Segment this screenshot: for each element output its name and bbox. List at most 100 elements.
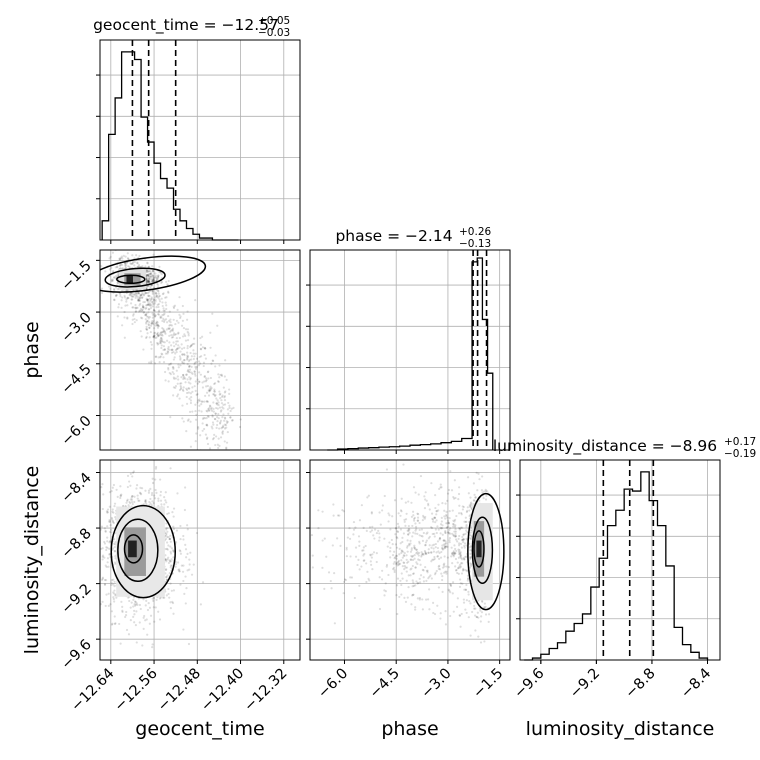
scatter-point <box>151 270 154 273</box>
scatter-point <box>112 276 116 279</box>
scatter-point <box>191 372 194 375</box>
scatter-point <box>146 270 149 273</box>
scatter-point <box>420 534 423 538</box>
scatter-point <box>424 565 427 569</box>
scatter-point <box>141 292 144 295</box>
scatter-point <box>144 489 147 492</box>
scatter-point <box>414 608 417 611</box>
scatter-point <box>196 393 199 396</box>
scatter-point <box>124 262 127 265</box>
scatter-point <box>108 285 111 288</box>
scatter-point <box>223 396 226 399</box>
scatter-point <box>149 303 153 306</box>
scatter-point <box>157 497 160 500</box>
scatter-point <box>147 303 150 306</box>
scatter-point <box>415 548 418 551</box>
scatter-point <box>448 517 451 520</box>
contour-line <box>471 516 494 585</box>
scatter-point <box>147 303 150 306</box>
scatter-point <box>137 297 140 300</box>
scatter-point <box>311 566 314 569</box>
scatter-point <box>424 541 428 544</box>
scatter-point <box>148 280 151 283</box>
scatter-point <box>473 499 476 502</box>
scatter-point <box>404 524 407 527</box>
scatter-point <box>135 306 138 309</box>
scatter-point <box>399 514 402 517</box>
scatter-point <box>154 324 157 327</box>
ytick-label-phase: −1.5 <box>59 258 95 294</box>
scatter-point <box>138 292 141 295</box>
scatter-point <box>450 552 454 556</box>
scatter-point <box>186 330 189 334</box>
scatter-point <box>452 534 455 537</box>
scatter-point <box>150 296 153 299</box>
scatter-point <box>387 520 390 523</box>
scatter-point <box>168 371 171 375</box>
scatter-point <box>441 526 444 530</box>
scatter-point <box>387 573 390 577</box>
scatter-point <box>383 537 386 540</box>
scatter-point <box>147 308 150 311</box>
scatter-point <box>169 467 172 470</box>
scatter-point <box>156 341 159 345</box>
scatter-point <box>219 421 222 424</box>
scatter-point <box>476 611 479 614</box>
scatter-point <box>141 310 144 313</box>
scatter-point <box>157 324 160 328</box>
scatter-point <box>152 276 155 279</box>
scatter-point <box>108 257 111 260</box>
scatter-point <box>131 295 134 298</box>
scatter-point <box>394 554 398 557</box>
scatter-point <box>483 640 486 643</box>
scatter-point <box>407 529 410 532</box>
scatter-point <box>178 336 181 340</box>
scatter-point <box>170 558 173 561</box>
scatter-point <box>154 291 157 294</box>
scatter-point <box>452 610 455 613</box>
scatter-point <box>157 334 160 338</box>
scatter-point <box>161 331 164 334</box>
scatter-point <box>104 529 107 533</box>
scatter-point <box>452 551 455 555</box>
scatter-point <box>225 447 228 450</box>
scatter-point <box>147 279 150 282</box>
scatter-point <box>410 558 413 561</box>
scatter-point <box>100 287 104 290</box>
scatter-point <box>174 563 178 566</box>
scatter-point <box>159 490 163 493</box>
scatter-point <box>466 574 470 577</box>
scatter-point <box>221 432 224 435</box>
scatter-point <box>453 530 456 533</box>
scatter-point <box>445 510 448 513</box>
hist-bar <box>541 654 549 660</box>
xlabel-geocent-time: geocent_time <box>135 718 264 740</box>
scatter-point <box>396 530 400 534</box>
scatter-point <box>169 534 172 537</box>
scatter-point <box>186 524 189 527</box>
scatter-point <box>411 579 414 582</box>
scatter-point <box>146 277 149 281</box>
scatter-point <box>369 554 372 557</box>
scatter-point <box>164 379 167 382</box>
scatter-point <box>464 608 467 611</box>
scatter-point <box>162 317 165 320</box>
scatter-point <box>152 606 155 609</box>
scatter-point <box>130 298 133 301</box>
scatter-point <box>428 535 431 538</box>
scatter-point <box>188 368 192 371</box>
scatter-point <box>464 569 467 572</box>
scatter-point <box>105 546 108 549</box>
scatter-point <box>172 366 175 369</box>
panel-frame <box>99 39 301 241</box>
scatter-point <box>190 573 194 576</box>
scatter-point <box>185 395 188 399</box>
scatter-point <box>463 558 466 561</box>
scatter-point <box>152 334 156 337</box>
scatter-point <box>152 298 155 301</box>
hist-bar <box>174 209 180 240</box>
scatter-point <box>167 535 170 539</box>
scatter-point <box>125 501 128 504</box>
scatter-point <box>108 530 112 534</box>
scatter-point <box>401 556 404 559</box>
